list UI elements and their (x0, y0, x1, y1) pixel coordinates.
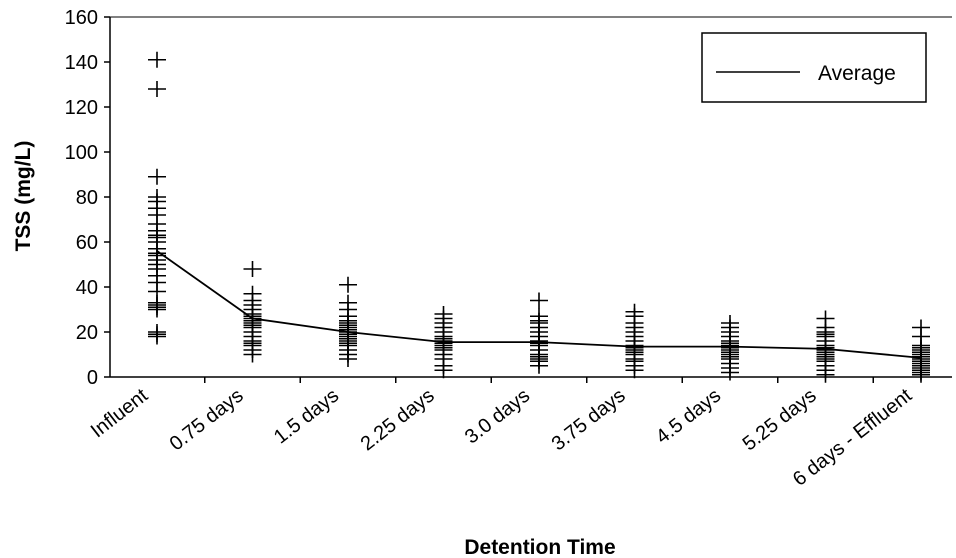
legend-box (701, 32, 927, 103)
observation-markers (148, 51, 930, 383)
average-line (156, 250, 922, 359)
y-axis-title: TSS (mg/L) (12, 141, 35, 252)
y-axis-ticks: 0 20 40 60 80 100 120 140 160 (65, 7, 110, 389)
observation-marker (148, 168, 166, 185)
observation-marker (148, 324, 166, 340)
observation-marker (339, 294, 357, 311)
y-tick-label: 140 (65, 52, 98, 74)
y-tick-label: 20 (76, 322, 98, 344)
observation-marker (243, 261, 262, 277)
observation-marker (912, 319, 930, 336)
legend-label-average: Average (818, 62, 896, 85)
y-tick-label: 120 (65, 97, 98, 119)
observation-marker (148, 51, 166, 68)
observation-marker (148, 81, 166, 97)
observation-marker (530, 292, 548, 309)
observation-marker (530, 308, 548, 325)
legend: Average (701, 32, 927, 103)
y-tick-label: 0 (87, 367, 98, 389)
y-tick-label: 60 (76, 232, 98, 254)
observation-marker (434, 306, 453, 322)
y-tick-label: 160 (65, 7, 98, 29)
x-axis-title: Detention Time (464, 536, 615, 558)
observation-marker (243, 285, 262, 302)
average-series (156, 250, 922, 359)
observation-marker (625, 303, 644, 320)
observation-marker (816, 310, 835, 327)
observation-marker (721, 315, 739, 331)
observation-marker (339, 276, 357, 293)
y-tick-label: 80 (76, 187, 98, 209)
y-tick-label: 40 (76, 277, 98, 299)
observation-marker (148, 189, 166, 205)
y-tick-label: 100 (65, 142, 98, 164)
